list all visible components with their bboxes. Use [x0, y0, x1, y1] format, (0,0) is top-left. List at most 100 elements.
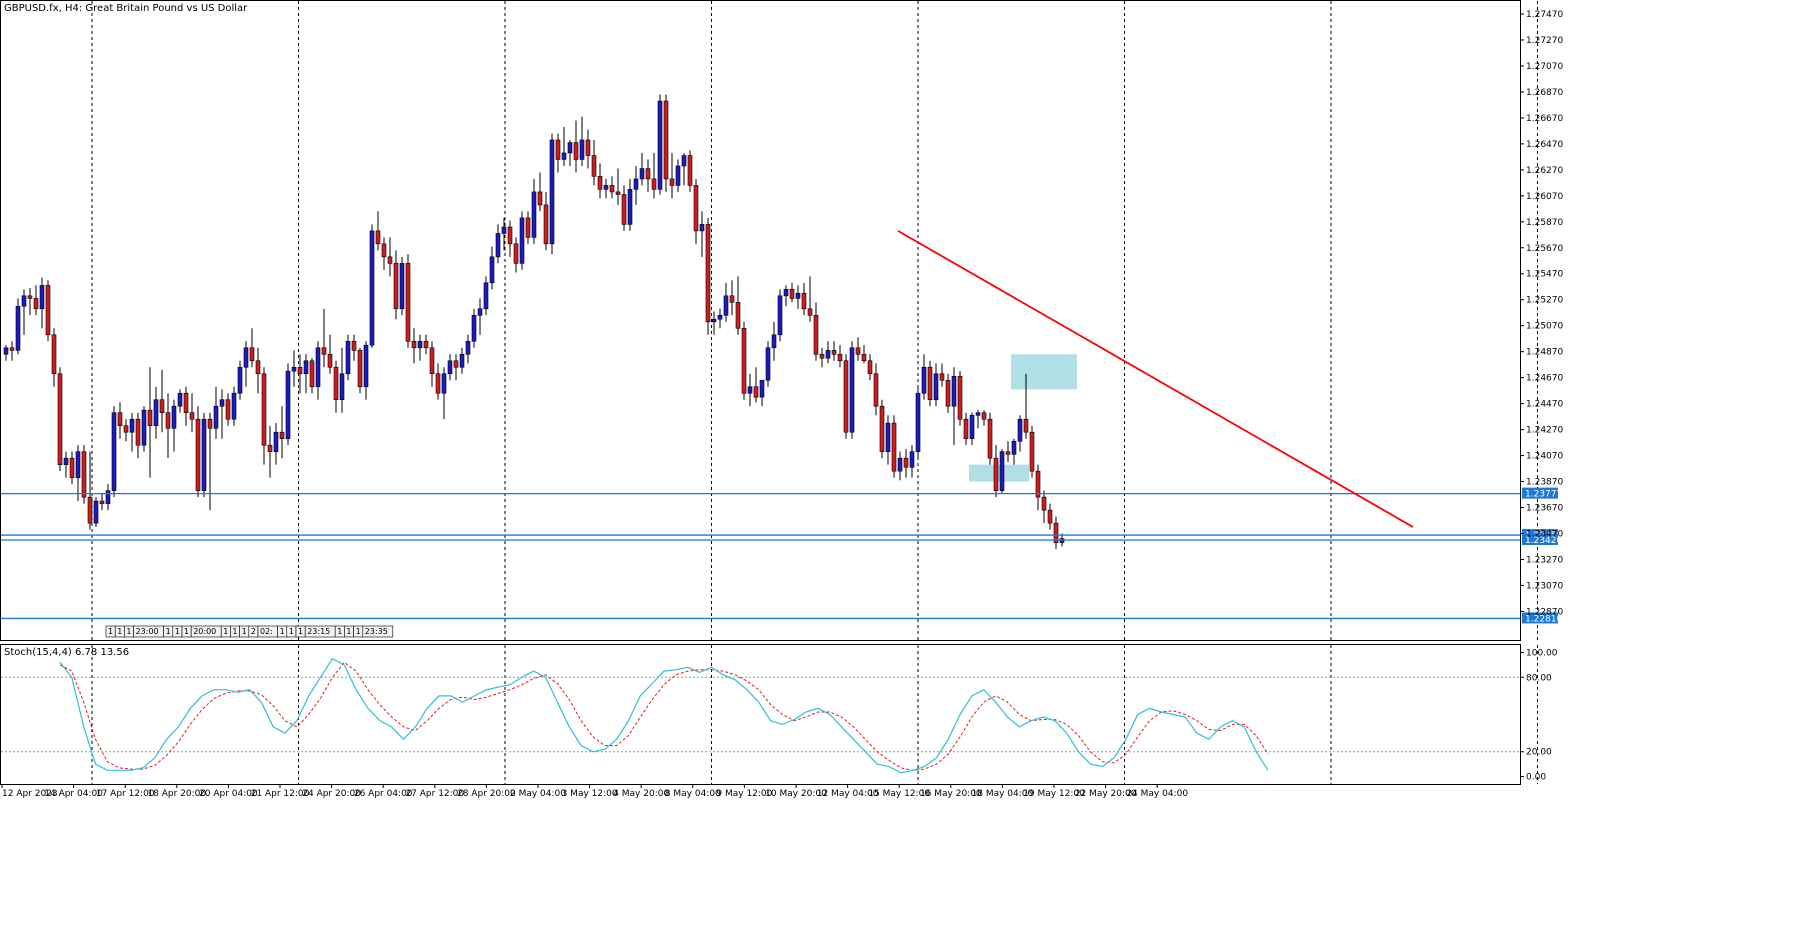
candle-body	[453, 360, 459, 368]
candle-body	[963, 418, 969, 439]
candles	[3, 94, 1065, 550]
candle-body	[873, 373, 879, 407]
candle-body	[357, 350, 363, 388]
time-tick-label: 15 May 12:00	[868, 789, 930, 799]
candle-body	[801, 292, 807, 310]
mini-time-label: 1	[232, 627, 237, 636]
candle-body	[237, 366, 243, 394]
candle-body	[117, 412, 123, 427]
candle-body	[285, 370, 291, 439]
candle-body	[621, 194, 627, 225]
price-tick-label: 1.24670	[1526, 374, 1563, 384]
candle-body	[741, 327, 747, 394]
mini-time-label: 1	[242, 627, 247, 636]
candle-body	[321, 347, 327, 355]
time-tick-label: 8 May 04:00	[665, 789, 721, 799]
candle-body	[759, 379, 765, 398]
candle-body	[705, 224, 711, 323]
candle-body	[87, 496, 93, 524]
price-tick-label: 1.26470	[1526, 140, 1563, 150]
price-tick-label: 1.23270	[1526, 555, 1563, 565]
candle-body	[1023, 418, 1029, 433]
price-level-tag-label: 1.22816	[1525, 614, 1562, 624]
candle-body	[717, 315, 723, 320]
candle-body	[93, 500, 99, 524]
grid	[91, 1, 1538, 784]
stoch-tick-label: 0.00	[1526, 773, 1546, 783]
candle-body	[747, 386, 753, 394]
mini-time-label: 1	[117, 627, 122, 636]
price-tick-label: 1.23070	[1526, 581, 1563, 591]
candle-body	[447, 360, 453, 375]
candle-body	[639, 168, 645, 180]
candle-body	[585, 139, 591, 156]
candle-body	[783, 289, 789, 297]
mini-time-label: 1	[298, 627, 303, 636]
candle-body	[693, 185, 699, 232]
candle-body	[309, 360, 315, 388]
candle-body	[723, 295, 729, 316]
candle-body	[879, 405, 885, 452]
time-tick-label: 4 May 20:00	[613, 789, 669, 799]
time-tick-label: 28 Apr 20:00	[457, 789, 516, 799]
candle-body	[915, 392, 921, 452]
candle-body	[777, 295, 783, 336]
candle-body	[147, 409, 153, 427]
candle-body	[567, 142, 573, 154]
time-tick-label: 17 Apr 12:00	[96, 789, 155, 799]
highlight-boxes	[969, 354, 1077, 482]
price-tick-label: 1.26070	[1526, 192, 1563, 202]
mini-time-label: 1	[166, 627, 171, 636]
candle-body	[735, 302, 741, 329]
candle-body	[393, 263, 399, 310]
mini-time-label: 1	[356, 627, 361, 636]
mini-time-label: 1	[289, 627, 294, 636]
mini-time-labels: 1 1 1 23:00 1 1 1 20:00 1 1 1 2 02: 1 1 1 23:15 1 1 1 23:35	[105, 625, 394, 638]
candle-body	[27, 295, 33, 299]
candle-body	[99, 500, 105, 504]
candle-body	[405, 263, 411, 342]
candle-body	[957, 376, 963, 420]
candle-body	[315, 347, 321, 388]
price-level-tag	[1522, 487, 1558, 499]
candle-body	[105, 490, 111, 504]
candle-body	[921, 366, 927, 394]
stoch-tick-label: 80.00	[1526, 673, 1552, 683]
candle-body	[297, 366, 303, 375]
candle-body	[507, 226, 513, 245]
time-tick-label: 3 May 12:00	[562, 789, 618, 799]
highlight-box	[969, 464, 1029, 482]
mini-time-label: 1	[175, 627, 180, 636]
candle-body	[75, 451, 81, 478]
price-level-tag	[1522, 612, 1558, 624]
candle-body	[339, 373, 345, 401]
highlight-box	[1011, 354, 1077, 390]
candle-body	[1011, 440, 1017, 455]
candle-body	[219, 399, 225, 407]
candle-body	[135, 418, 141, 446]
candle-body	[933, 373, 939, 401]
time-tick-label: 16 May 20:00	[920, 789, 982, 799]
candle-body	[1047, 509, 1053, 524]
candle-body	[645, 168, 651, 180]
candle-body	[429, 347, 435, 375]
candle-body	[519, 217, 525, 264]
candle-body	[981, 412, 987, 420]
mini-time-box	[362, 625, 394, 638]
candle-body	[51, 334, 57, 375]
candle-body	[351, 340, 357, 351]
candle-body	[153, 399, 159, 427]
candle-body	[21, 295, 27, 307]
candle-body	[363, 344, 369, 388]
candle-body	[711, 318, 717, 323]
time-tick-label: 26 Apr 04:00	[354, 789, 413, 799]
candle-body	[885, 422, 891, 452]
candle-body	[195, 418, 201, 491]
candle-body	[201, 418, 207, 491]
mini-time-label: 1	[346, 627, 351, 636]
candle-body	[543, 204, 549, 245]
candle-body	[687, 155, 693, 186]
price-tick-label: 1.27070	[1526, 62, 1563, 72]
stoch-tick-label: 100.00	[1526, 648, 1558, 658]
